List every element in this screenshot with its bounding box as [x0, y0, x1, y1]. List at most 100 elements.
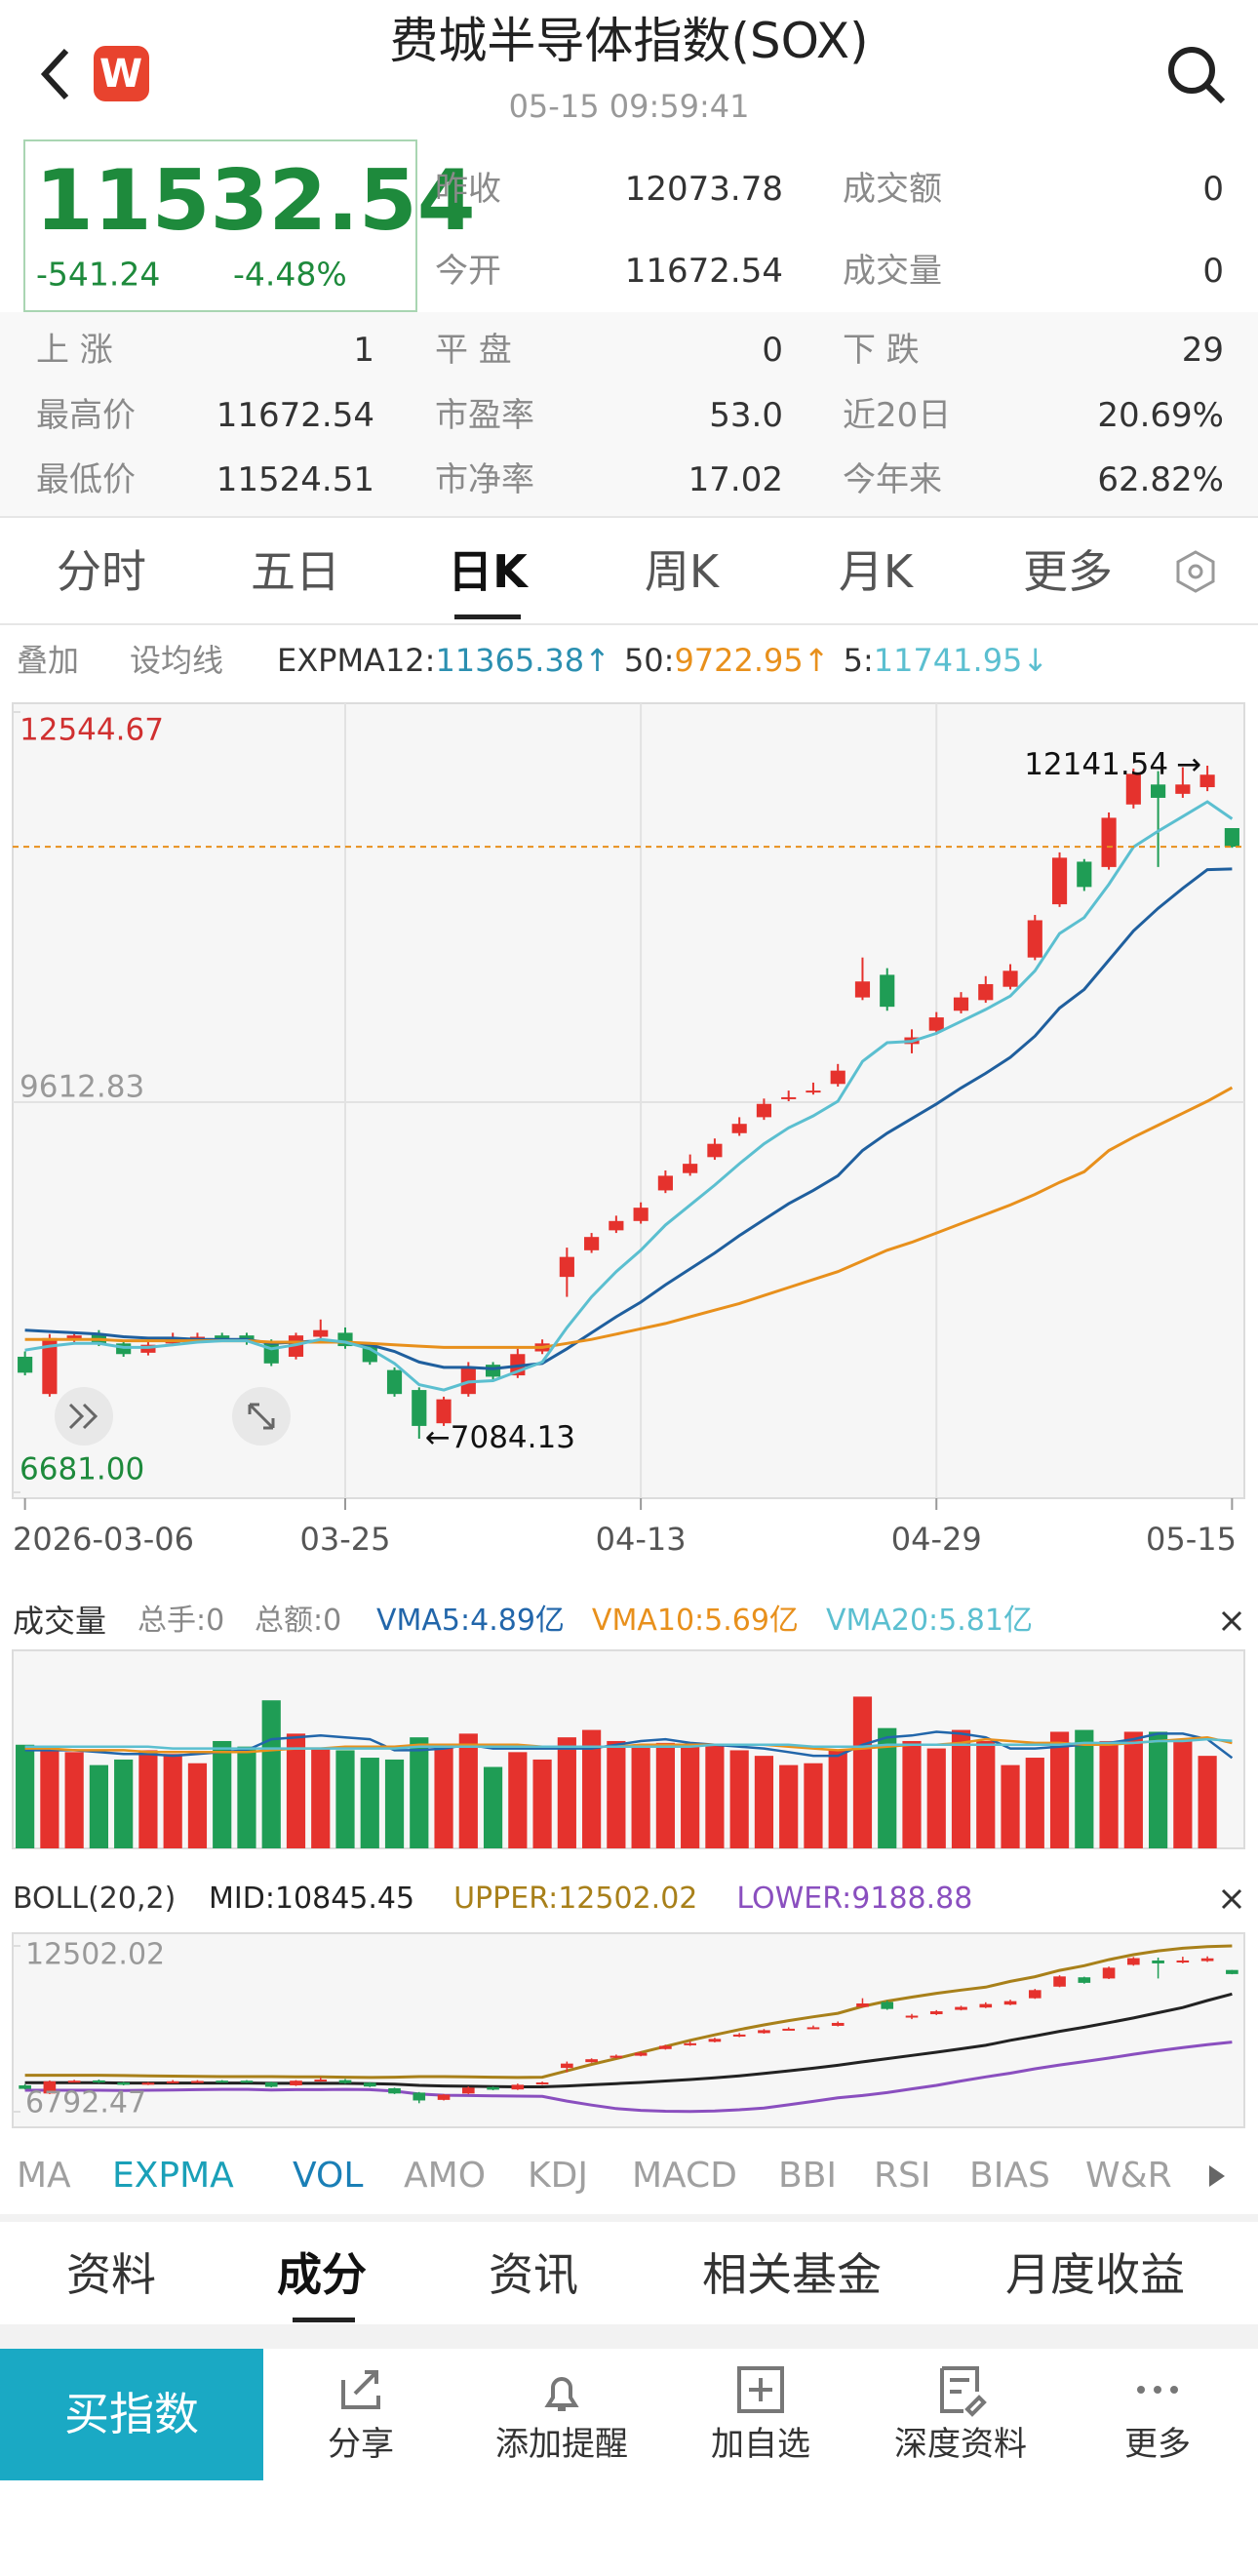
indicator-tab[interactable]: RSI — [874, 2156, 931, 2196]
high-value: 12141.54 — [1024, 747, 1168, 782]
candle-body — [42, 1337, 58, 1395]
close-icon[interactable] — [1221, 1610, 1242, 1632]
more-arrow[interactable] — [1209, 2165, 1225, 2187]
indicator-tab[interactable]: KDJ — [528, 2156, 588, 2196]
candle-body — [93, 2080, 105, 2083]
indicator-tab[interactable]: MACD — [632, 2156, 737, 2196]
volume-bar — [951, 1729, 971, 1848]
candle-body — [413, 2092, 426, 2101]
bottom-tab[interactable]: 相关基金 — [702, 2248, 882, 2301]
candle-body — [117, 2082, 130, 2085]
period-tab[interactable]: 更多 — [1023, 545, 1113, 598]
x-tick-label: 03-25 — [300, 1521, 391, 1558]
bottom-tab[interactable]: 月度收益 — [1005, 2248, 1185, 2301]
volume-bar — [261, 1700, 281, 1848]
period-tab[interactable]: 月K — [838, 545, 914, 598]
indicator-tab[interactable]: EXPMA — [112, 2156, 234, 2196]
volume-bar — [1173, 1740, 1193, 1848]
candle-body — [683, 1164, 698, 1173]
candle-body — [856, 2003, 869, 2007]
volume-bar — [64, 1752, 84, 1848]
back-icon[interactable] — [40, 48, 69, 100]
toolbar-item[interactable]: 添加提醒 — [495, 2425, 628, 2464]
overlay-button[interactable]: 设均线 — [130, 642, 224, 679]
candle-body — [585, 2059, 598, 2063]
legend-entry: MID:10845.45 — [209, 1882, 415, 1916]
volume-bar — [729, 1750, 749, 1848]
indicator-tab[interactable]: MA — [17, 2156, 71, 2196]
volume-bar — [828, 1750, 847, 1848]
boll-plot-bg — [12, 1932, 1245, 2128]
search-icon[interactable] — [1168, 47, 1215, 94]
settings-icon[interactable] — [1176, 550, 1215, 593]
toolbar-item[interactable]: 分享 — [328, 2425, 394, 2464]
stat-label: 平 盘 — [435, 331, 512, 370]
bottom-tab[interactable]: 资讯 — [489, 2248, 578, 2301]
indicator-tab[interactable]: BBI — [778, 2156, 838, 2196]
buy-button[interactable] — [0, 2349, 263, 2480]
candle-body — [1102, 1967, 1116, 1979]
indicator-tab[interactable]: VOL — [293, 2156, 364, 2196]
stat-value: 0 — [762, 331, 783, 370]
candle-body — [978, 983, 994, 1001]
candle-body — [781, 1096, 797, 1099]
boll-line — [24, 2041, 1233, 2114]
boll-title: BOLL(20,2) — [13, 1882, 177, 1916]
stat-label: 最低价 — [36, 460, 136, 499]
toolbar-item[interactable]: 深度资料 — [894, 2425, 1027, 2464]
legend-entry: VMA20:5.81亿 — [825, 1604, 1033, 1638]
candle-body — [1077, 861, 1092, 888]
logo-bg — [94, 46, 149, 101]
buy-label[interactable]: 买指数 — [64, 2388, 199, 2440]
low-annotation: ←7084.13 — [425, 1419, 575, 1454]
candle-body — [412, 1390, 427, 1426]
high-arrow: → — [1176, 747, 1201, 782]
volume-title: 成交量 — [13, 1603, 107, 1640]
candle-body — [66, 1335, 82, 1340]
stat-label: 昨收 — [435, 170, 501, 209]
period-tab[interactable]: 日K — [448, 545, 528, 598]
bottom-tab[interactable]: 资料 — [66, 2248, 156, 2301]
indicator-tab[interactable]: AMO — [404, 2156, 487, 2196]
period-tab[interactable]: 分时 — [57, 545, 146, 598]
period-tab[interactable]: 周K — [644, 545, 720, 598]
toolbar-item[interactable]: 更多 — [1124, 2425, 1191, 2464]
stat-value: 62.82% — [1097, 460, 1224, 499]
candle-body — [363, 2082, 376, 2087]
period-tab[interactable]: 五日 — [251, 545, 340, 598]
candle-body — [708, 2039, 722, 2042]
volume-bar — [360, 1758, 379, 1848]
stat-label: 成交量 — [843, 252, 942, 291]
settings-icon-dot — [1188, 564, 1203, 579]
search-icon-handle — [1203, 82, 1226, 104]
candle-body — [338, 2080, 352, 2083]
volume-bar — [1049, 1731, 1070, 1848]
candle-body — [758, 2030, 770, 2034]
candle-body — [1051, 857, 1068, 905]
stat-label: 市净率 — [435, 460, 534, 499]
overlay-button[interactable]: 叠加 — [17, 642, 80, 679]
more-dot — [1137, 2386, 1145, 2394]
candle-body — [386, 1369, 403, 1395]
candle-body — [166, 2081, 179, 2083]
toolbar-item[interactable]: 加自选 — [711, 2425, 810, 2464]
candle-body — [609, 2055, 623, 2058]
stat-value: 0 — [1202, 170, 1224, 209]
legend-name: 5: — [843, 642, 874, 679]
stat-value: 12073.78 — [624, 170, 783, 209]
title: 费城半导体指数(SOX) — [389, 13, 869, 69]
legend-name: EXPMA12: — [277, 642, 436, 679]
candle-body — [67, 2081, 81, 2083]
bottom-tab[interactable]: 成分 — [277, 2248, 367, 2301]
stat-label: 上 涨 — [36, 331, 113, 370]
change-pct: -4.48% — [233, 255, 347, 294]
candle-body — [436, 1399, 452, 1424]
volume-bar — [434, 1744, 453, 1848]
indicator-tab[interactable]: W&R — [1085, 2156, 1172, 2196]
volume-bar — [311, 1748, 331, 1848]
indicator-tab[interactable]: BIAS — [969, 2156, 1050, 2196]
candle-body — [831, 2022, 845, 2026]
close-icon[interactable] — [1221, 1888, 1242, 1910]
